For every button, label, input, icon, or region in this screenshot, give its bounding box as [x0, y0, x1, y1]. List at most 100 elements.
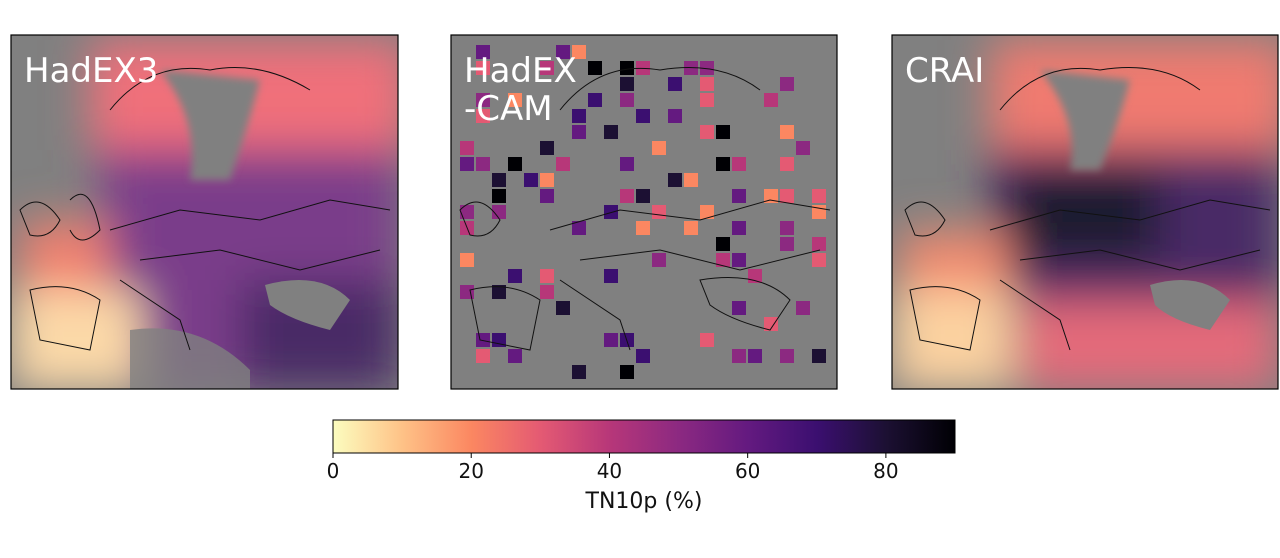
- map-cell: [604, 205, 618, 219]
- map-cell: [604, 269, 618, 283]
- map-cell: [620, 365, 634, 379]
- map-cell: [508, 269, 522, 283]
- map-panel: [451, 35, 837, 389]
- tick-label: 20: [458, 459, 483, 483]
- map-cell: [460, 253, 474, 267]
- map-cell: [540, 141, 554, 155]
- map-cell: [636, 221, 650, 235]
- map-cell: [588, 93, 602, 107]
- map-cell: [460, 157, 474, 171]
- panel-title: HadEX: [464, 51, 577, 91]
- map-cell: [796, 141, 810, 155]
- map-cell: [476, 333, 490, 347]
- map-cell: [652, 205, 666, 219]
- map-cell: [476, 61, 490, 75]
- map-cell: [636, 109, 650, 123]
- map-cell: [508, 349, 522, 363]
- map-cell: [540, 285, 554, 299]
- map-cell: [684, 173, 698, 187]
- map-cell: [476, 157, 490, 171]
- map-cell: [604, 333, 618, 347]
- map-cell: [796, 301, 810, 315]
- map-cell: [572, 365, 586, 379]
- map-cell: [492, 189, 506, 203]
- map-cell: [780, 349, 794, 363]
- map-panel: [892, 35, 1278, 389]
- map-cell: [812, 237, 826, 251]
- tick-label: 80: [873, 459, 898, 483]
- map-cell: [540, 189, 554, 203]
- map-cell: [540, 61, 554, 75]
- map-cell: [556, 157, 570, 171]
- map-cell: [700, 61, 714, 75]
- map-cell: [588, 61, 602, 75]
- tick-label: 40: [597, 459, 622, 483]
- colorbar-label: TN10p (%): [585, 489, 703, 514]
- map-cell: [508, 157, 522, 171]
- map-cell: [700, 205, 714, 219]
- map-panel: [11, 35, 398, 389]
- map-cell: [636, 349, 650, 363]
- map-cell: [732, 157, 746, 171]
- map-cell: [620, 93, 634, 107]
- map-cell: [716, 253, 730, 267]
- map-cell: [732, 349, 746, 363]
- map-cell: [700, 77, 714, 91]
- map-cell: [540, 173, 554, 187]
- map-cell: [572, 109, 586, 123]
- map-cell: [812, 189, 826, 203]
- map-cell: [668, 173, 682, 187]
- map-cell: [732, 189, 746, 203]
- map-cell: [780, 221, 794, 235]
- map-cell: [812, 253, 826, 267]
- map-cell: [492, 205, 506, 219]
- map-cell: [812, 349, 826, 363]
- map-cell: [572, 45, 586, 59]
- map-cell: [492, 285, 506, 299]
- map-cell: [620, 61, 634, 75]
- map-cell: [476, 109, 490, 123]
- map-cell: [780, 77, 794, 91]
- map-cell: [732, 253, 746, 267]
- map-cell: [716, 125, 730, 139]
- map-cell: [492, 173, 506, 187]
- colorbar: [332, 419, 956, 454]
- map-cell: [508, 93, 522, 107]
- map-cell: [764, 189, 778, 203]
- map-cell: [716, 157, 730, 171]
- map-cell: [620, 77, 634, 91]
- map-cell: [668, 109, 682, 123]
- panel-title: -CAM: [464, 89, 553, 129]
- map-cell: [668, 77, 682, 91]
- map-cell: [572, 221, 586, 235]
- map-cell: [716, 237, 730, 251]
- map-cell: [780, 237, 794, 251]
- map-cell: [700, 93, 714, 107]
- map-cell: [620, 189, 634, 203]
- map-cell: [572, 125, 586, 139]
- map-cell: [652, 141, 666, 155]
- panel-title: CRAI: [905, 51, 984, 91]
- map-cell: [684, 221, 698, 235]
- map-cell: [476, 93, 490, 107]
- map-cell: [700, 333, 714, 347]
- map-cell: [476, 45, 490, 59]
- tick-label: 0: [327, 459, 340, 483]
- map-cell: [780, 125, 794, 139]
- map-cell: [636, 189, 650, 203]
- map-cell: [604, 125, 618, 139]
- map-cell: [540, 269, 554, 283]
- map-cell: [524, 173, 538, 187]
- map-cell: [732, 221, 746, 235]
- map-cell: [476, 349, 490, 363]
- map-cell: [556, 45, 570, 59]
- map-cell: [556, 301, 570, 315]
- tick-label: 60: [735, 459, 760, 483]
- map-cell: [460, 285, 474, 299]
- map-cell: [620, 157, 634, 171]
- map-cell: [764, 317, 778, 331]
- map-cell: [700, 125, 714, 139]
- map-cell: [732, 301, 746, 315]
- map-cell: [652, 253, 666, 267]
